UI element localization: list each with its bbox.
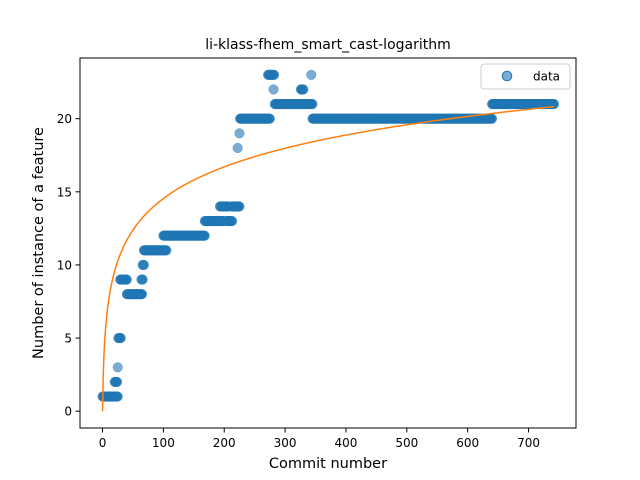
y-tick-label: 15	[57, 185, 72, 199]
x-tick-label: 700	[517, 436, 540, 450]
data-point	[137, 289, 148, 300]
x-tick-label: 300	[274, 436, 297, 450]
y-tick-label: 20	[57, 112, 72, 126]
x-tick-label: 600	[456, 436, 479, 450]
data-point	[307, 99, 318, 110]
y-axis-label: Number of instance of a feature	[31, 127, 47, 359]
data-point	[115, 333, 126, 344]
data-point	[298, 84, 309, 95]
data-point	[486, 113, 498, 124]
data-point	[234, 201, 245, 212]
y-tick-label: 5	[64, 332, 72, 346]
data-point	[138, 259, 149, 270]
data-point	[232, 142, 243, 153]
chart-title: li-klass-fhem_smart_cast-logarithm	[205, 37, 451, 53]
data-point	[137, 274, 148, 285]
data-point	[112, 362, 123, 373]
legend-marker-data	[501, 70, 513, 82]
axes-frame	[79, 57, 577, 429]
data-point	[112, 376, 123, 387]
data-point	[268, 84, 279, 95]
data-point	[234, 128, 245, 139]
x-tick-label: 0	[99, 436, 107, 450]
fit-line	[101, 105, 555, 412]
y-tick-label: 0	[64, 405, 72, 419]
x-tick-label: 500	[395, 436, 418, 450]
data-point	[264, 113, 275, 124]
legend-box	[480, 63, 571, 90]
plot-area	[97, 69, 560, 412]
fit-line-series	[101, 105, 555, 412]
scatter-series	[97, 69, 560, 402]
x-tick-label: 200	[213, 436, 236, 450]
x-tick-label: 100	[152, 436, 175, 450]
x-axis-ticks: 0 100 200 300 400 500 600 700	[99, 428, 540, 450]
y-tick-label: 10	[57, 258, 72, 272]
x-axis-label: Commit number	[269, 456, 387, 472]
data-point	[199, 230, 210, 241]
legend: data	[480, 63, 571, 90]
x-tick-label: 400	[335, 436, 358, 450]
data-point	[112, 391, 123, 402]
data-point	[227, 216, 238, 227]
y-axis-ticks: 0 5 10 15 20	[57, 112, 80, 419]
data-point	[269, 69, 280, 80]
data-point	[161, 245, 172, 256]
legend-label-data: data	[533, 70, 560, 84]
data-point	[121, 274, 132, 285]
data-point	[306, 69, 317, 80]
